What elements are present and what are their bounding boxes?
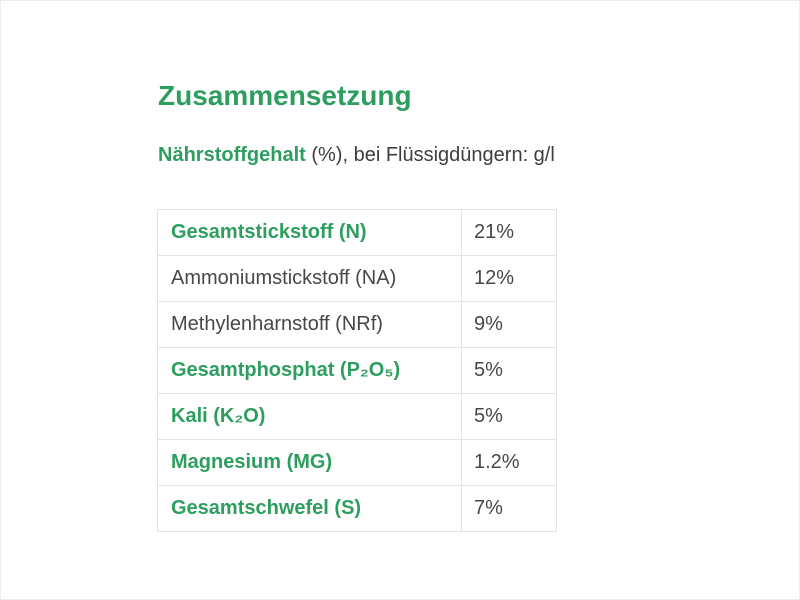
nutrient-value: 1.2% — [461, 439, 557, 486]
page-title: Zusammensetzung — [158, 80, 412, 111]
nutrient-value: 21% — [461, 209, 557, 256]
table-row: Methylenharnstoff (NRf) 9% — [157, 301, 557, 348]
nutrient-value: 9% — [461, 301, 557, 348]
subtitle: Nährstoffgehalt (%), bei Flüssigdüngern:… — [158, 144, 555, 167]
content-area: Zusammensetzung — [158, 80, 412, 112]
nutrient-label: Ammoniumstickstoff (NA) — [157, 255, 462, 302]
nutrient-value: 7% — [461, 485, 557, 532]
table-row: Gesamtstickstoff (N) 21% — [157, 209, 557, 256]
nutrient-label: Kali (K₂O) — [157, 393, 462, 440]
table-row: Gesamtschwefel (S) 7% — [157, 485, 557, 532]
nutrient-label: Gesamtschwefel (S) — [157, 485, 462, 532]
nutrient-value: 5% — [461, 393, 557, 440]
nutrient-label: Magnesium (MG) — [157, 439, 462, 486]
nutrient-label: Gesamtphosphat (P₂O₅) — [157, 347, 462, 394]
nutrient-label: Gesamtstickstoff (N) — [157, 209, 462, 256]
nutrient-table: Gesamtstickstoff (N) 21% Ammoniumstickst… — [157, 209, 557, 532]
table-row: Magnesium (MG) 1.2% — [157, 439, 557, 486]
nutrient-value: 12% — [461, 255, 557, 302]
table-row: Gesamtphosphat (P₂O₅) 5% — [157, 347, 557, 394]
nutrient-value: 5% — [461, 347, 557, 394]
subtitle-rest: (%), bei Flüssigdüngern: g/l — [305, 144, 555, 166]
table-row: Kali (K₂O) 5% — [157, 393, 557, 440]
table-row: Ammoniumstickstoff (NA) 12% — [157, 255, 557, 302]
subtitle-highlight: Nährstoffgehalt — [158, 144, 306, 166]
nutrient-label: Methylenharnstoff (NRf) — [157, 301, 462, 348]
